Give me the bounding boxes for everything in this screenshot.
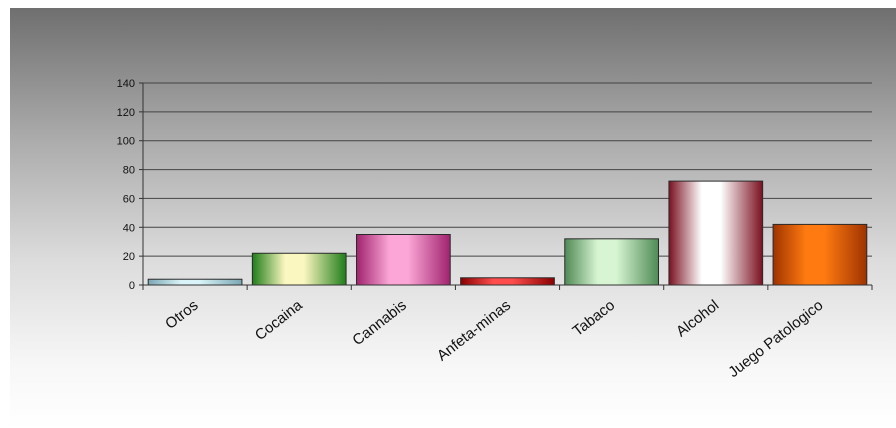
y-axis-ticks: 0 20 40 60 80 100 120 140 [117, 78, 144, 292]
y-tick-label: 120 [117, 107, 135, 119]
x-axis-labels: Otros Cocaina Cannabis Anfeta-minas Tabaco Al… [162, 296, 826, 381]
bar-tabaco [564, 238, 660, 286]
y-tick-label: 140 [117, 78, 135, 90]
y-tick-label: 80 [123, 165, 135, 177]
x-category-label: Anfeta-minas [434, 297, 514, 365]
bar-alcohol [668, 180, 764, 286]
y-tick-label: 40 [123, 222, 135, 234]
y-tick-label: 60 [123, 193, 135, 205]
bar-cannabis [355, 234, 451, 286]
bar-anfeta-minas [460, 277, 555, 286]
y-tick-label: 100 [117, 136, 135, 148]
x-axis [142, 284, 873, 290]
y-tick-label: 20 [123, 251, 135, 263]
bars [147, 180, 868, 286]
x-category-label: Cocaina [252, 296, 306, 344]
bar-juego-patologico [772, 223, 868, 286]
x-category-label: Juego Patologico [725, 297, 826, 381]
bar-otros [147, 278, 243, 286]
x-category-label: Otros [162, 297, 201, 333]
x-category-label: Alcohol [673, 297, 722, 341]
bar-cocaina [251, 252, 347, 286]
x-category-label: Cannabis [349, 297, 409, 349]
x-category-label: Tabaco [570, 297, 619, 340]
y-tick-label: 0 [129, 280, 135, 292]
